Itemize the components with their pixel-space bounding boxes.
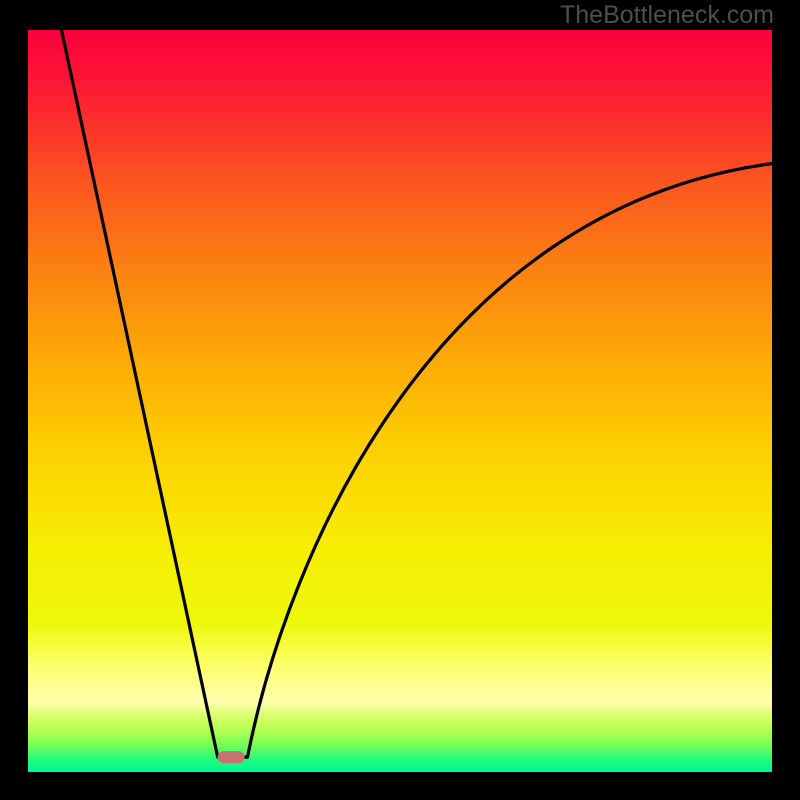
watermark-text: TheBottleneck.com (560, 1, 774, 30)
chart-frame: TheBottleneck.com (0, 0, 800, 800)
plot-gradient-area (28, 30, 772, 772)
minimum-marker (218, 751, 245, 763)
